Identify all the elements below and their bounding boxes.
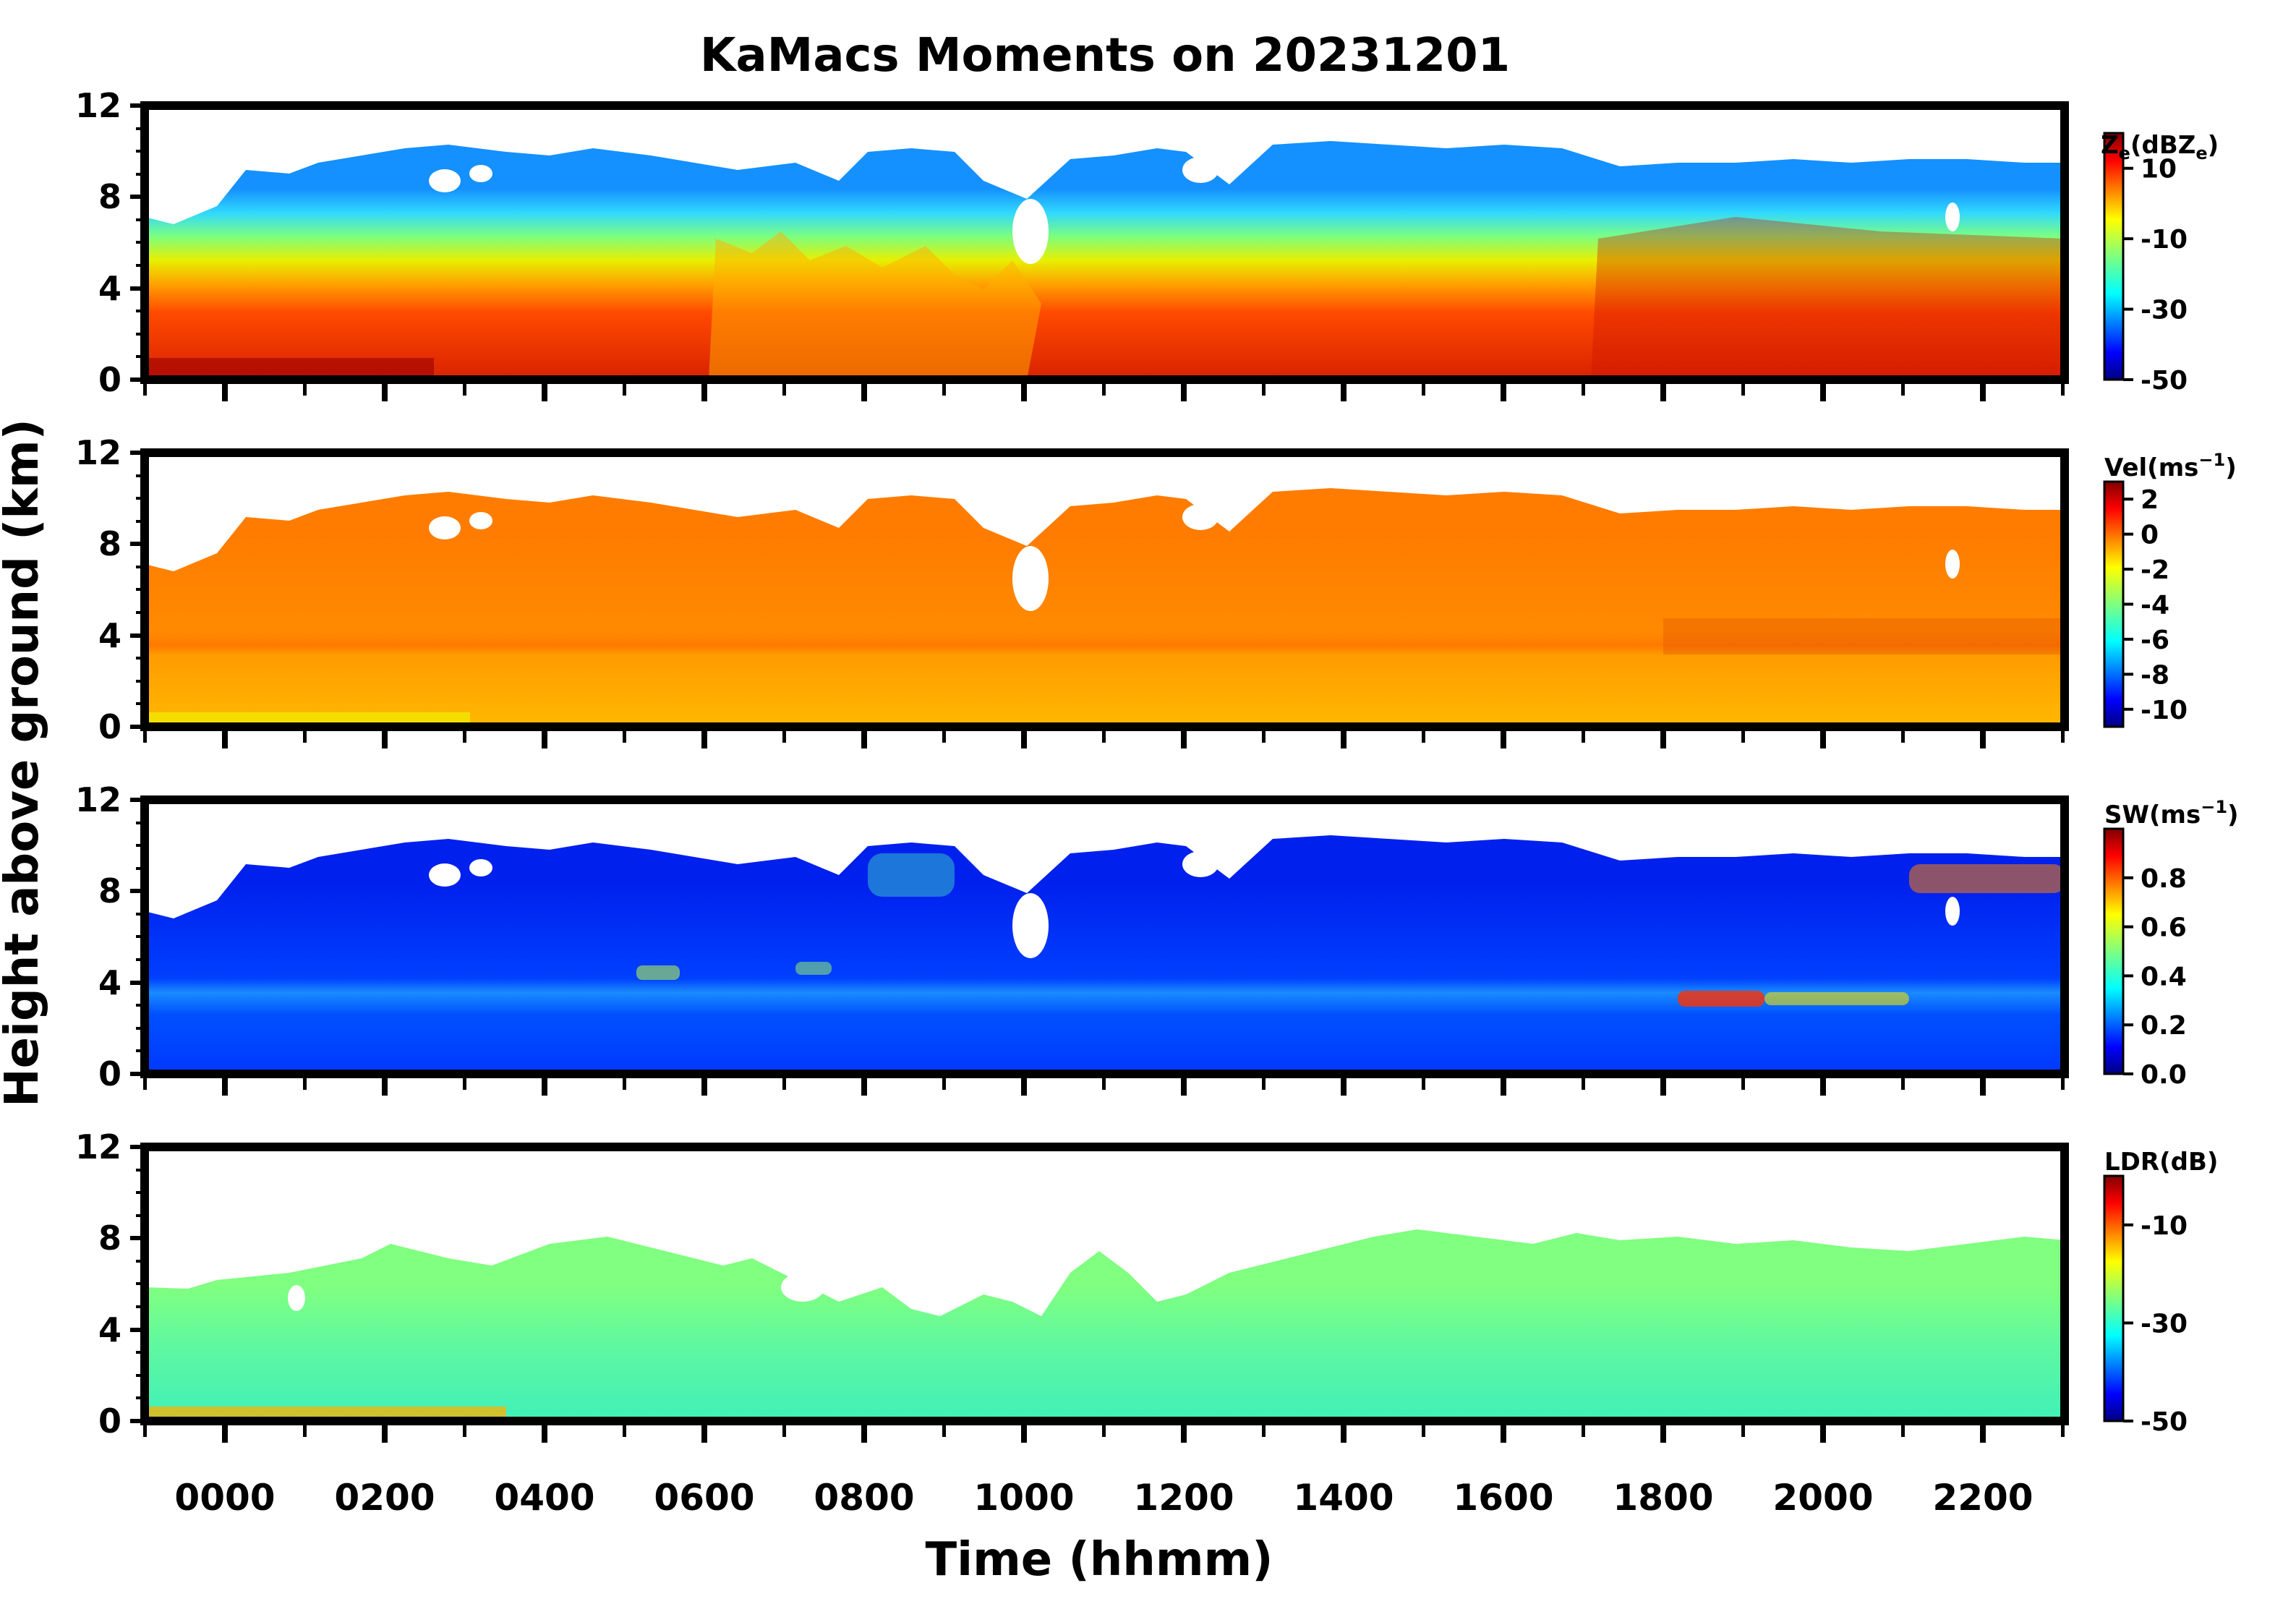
panel-vel: 0 4 8 12 bbox=[75, 433, 2069, 748]
xtick-1600: 1600 bbox=[1453, 1477, 1553, 1519]
xtick-1200: 1200 bbox=[1133, 1477, 1234, 1519]
colorbar-vel-tick-label: -2 bbox=[2141, 555, 2169, 585]
colorbar-vel-tick-label: -8 bbox=[2141, 660, 2169, 690]
colorbar-sw-tick-label: 0.2 bbox=[2141, 1011, 2187, 1041]
colorbar-sw: SW(ms−1) 0.8 0.6 0.4 0.2 0.0 bbox=[2103, 797, 2239, 1090]
sw-ytick-12: 12 bbox=[75, 780, 121, 819]
colorbar-vel-tick-label: -6 bbox=[2141, 626, 2169, 655]
colorbar-vel-tick-label: -10 bbox=[2141, 696, 2188, 725]
ze-y-ticks bbox=[130, 103, 145, 382]
colorbar-vel-tick-label: 2 bbox=[2141, 485, 2159, 515]
ze-x-ticks bbox=[143, 380, 2065, 401]
colorbar-ldr-ticks: -10 -30 -50 bbox=[2123, 1211, 2188, 1437]
colorbar-ze: Ze(dBZe) 10 -10 -30 -50 bbox=[2101, 131, 2219, 396]
colorbar-ze-tick-label: -30 bbox=[2141, 296, 2188, 325]
colorbar-ze-tick-label: -10 bbox=[2141, 225, 2188, 255]
vel-ytick-12: 12 bbox=[75, 433, 121, 472]
colorbar-sw-label: SW(ms−1) bbox=[2104, 797, 2239, 829]
colorbar-ldr-tick-label: -50 bbox=[2141, 1407, 2188, 1437]
colorbar-sw-ticks: 0.8 0.6 0.4 0.2 0.0 bbox=[2123, 864, 2187, 1090]
sw-ytick-8: 8 bbox=[98, 871, 121, 910]
vel-ytick-4: 4 bbox=[98, 616, 121, 655]
colorbar-vel: Vel(ms−1) 2 0 -2 -4 -6 -8 -10 bbox=[2103, 450, 2237, 728]
ldr-x-ticks bbox=[143, 1421, 2065, 1443]
colorbar-ze-bar bbox=[2103, 132, 2125, 381]
panel-ldr: 0 4 8 12 0000 0200 0400 0600 0800 1000 1… bbox=[75, 1127, 2069, 1519]
colorbar-sw-tick-label: 0.4 bbox=[2141, 962, 2187, 991]
panel-sw: 0 4 8 12 bbox=[75, 780, 2069, 1096]
sw-ytick-0: 0 bbox=[98, 1054, 121, 1093]
vel-ytick-8: 8 bbox=[98, 524, 121, 563]
ldr-ytick-8: 8 bbox=[98, 1219, 121, 1258]
y-axis-label: Height above ground (km) bbox=[0, 419, 49, 1107]
sw-ytick-4: 4 bbox=[98, 963, 121, 1002]
ze-ytick-8: 8 bbox=[98, 177, 121, 216]
colorbar-ze-ticks: 10 -10 -30 -50 bbox=[2123, 155, 2188, 396]
xtick-2200: 2200 bbox=[1932, 1477, 2033, 1519]
colorbar-ldr-tick-label: -10 bbox=[2141, 1211, 2188, 1241]
vel-y-tick-labels: 0 4 8 12 bbox=[75, 433, 121, 746]
colorbar-vel-label: Vel(ms−1) bbox=[2104, 450, 2237, 482]
ldr-ytick-0: 0 bbox=[98, 1401, 121, 1441]
vel-x-ticks bbox=[143, 727, 2065, 748]
panel-ze: 0 4 8 12 bbox=[75, 86, 2069, 401]
colorbar-ze-label: Ze(dBZe) bbox=[2101, 131, 2219, 163]
colorbar-vel-tick-label: -4 bbox=[2141, 591, 2169, 620]
colorbar-ze-tick-label: -50 bbox=[2141, 366, 2188, 396]
colorbar-sw-tick-label: 0.0 bbox=[2141, 1060, 2187, 1090]
vel-y-ticks bbox=[130, 451, 145, 729]
colorbar-vel-tick-label: 0 bbox=[2141, 521, 2159, 550]
colorbar-sw-tick-label: 0.6 bbox=[2141, 913, 2187, 943]
ldr-y-ticks bbox=[130, 1145, 145, 1423]
xtick-0200: 0200 bbox=[334, 1477, 435, 1519]
colorbar-ldr-bar bbox=[2103, 1174, 2125, 1422]
xtick-1000: 1000 bbox=[973, 1477, 1074, 1519]
ldr-y-tick-labels: 0 4 8 12 bbox=[75, 1127, 121, 1441]
ldr-ytick-12: 12 bbox=[75, 1127, 121, 1166]
vel-data-field bbox=[145, 488, 2065, 727]
colorbar-vel-bar bbox=[2103, 480, 2125, 728]
colorbar-vel-ticks: 2 0 -2 -4 -6 -8 -10 bbox=[2123, 485, 2188, 725]
xtick-2000: 2000 bbox=[1772, 1477, 1873, 1519]
colorbar-ldr: LDR(dB) -10 -30 -50 bbox=[2103, 1148, 2218, 1437]
ze-ytick-0: 0 bbox=[98, 360, 121, 399]
sw-data-field bbox=[145, 835, 2065, 1074]
ze-y-tick-labels: 0 4 8 12 bbox=[75, 86, 121, 399]
colorbar-ldr-tick-label: -30 bbox=[2141, 1309, 2188, 1339]
colorbar-sw-bar bbox=[2103, 827, 2125, 1075]
xtick-1800: 1800 bbox=[1613, 1477, 1713, 1519]
xtick-1400: 1400 bbox=[1293, 1477, 1394, 1519]
ldr-ytick-4: 4 bbox=[98, 1310, 121, 1349]
x-tick-labels: 0000 0200 0400 0600 0800 1000 1200 1400 … bbox=[174, 1477, 2033, 1519]
sw-y-ticks bbox=[130, 798, 145, 1076]
xtick-0600: 0600 bbox=[654, 1477, 754, 1519]
vel-ytick-0: 0 bbox=[98, 707, 121, 746]
xtick-0000: 0000 bbox=[174, 1477, 275, 1519]
ze-ytick-4: 4 bbox=[98, 269, 121, 308]
sw-y-tick-labels: 0 4 8 12 bbox=[75, 780, 121, 1093]
ldr-data-field bbox=[145, 1229, 2065, 1421]
chart-title: KaMacs Moments on 20231201 bbox=[700, 29, 1510, 82]
sw-x-ticks bbox=[143, 1074, 2065, 1096]
colorbar-ldr-label: LDR(dB) bbox=[2104, 1148, 2218, 1177]
x-axis-label: Time (hhmm) bbox=[926, 1533, 1273, 1587]
ze-ytick-12: 12 bbox=[75, 86, 121, 125]
xtick-0400: 0400 bbox=[494, 1477, 594, 1519]
colorbar-ze-tick-label: 10 bbox=[2141, 155, 2177, 184]
colorbar-sw-tick-label: 0.8 bbox=[2141, 864, 2187, 894]
ze-data-field bbox=[145, 141, 2065, 380]
xtick-0800: 0800 bbox=[814, 1477, 914, 1519]
